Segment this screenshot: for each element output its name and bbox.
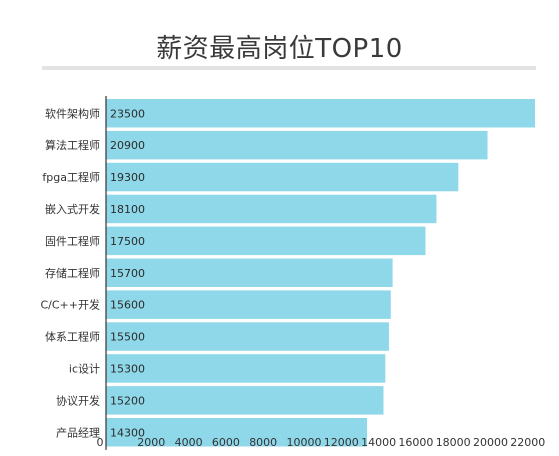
- category-label: 存储工程师: [45, 266, 100, 280]
- bar: [106, 290, 391, 319]
- bar: [106, 386, 384, 415]
- category-label: 算法工程师: [45, 138, 100, 152]
- x-tick-label: 0: [97, 436, 104, 449]
- bar-value-label: 20900: [110, 139, 145, 152]
- bar-value-label: 15500: [110, 331, 145, 344]
- bar-value-label: 15200: [110, 394, 145, 407]
- category-label: 固件工程师: [45, 235, 100, 248]
- x-tick-label: 16000: [398, 436, 433, 449]
- category-label: 体系工程师: [45, 330, 100, 344]
- category-label: C/C++开发: [40, 298, 100, 312]
- bar-value-label: 15700: [110, 267, 145, 280]
- bar: [106, 354, 386, 383]
- x-tick-label: 12000: [324, 436, 359, 449]
- x-tick-label: 10000: [287, 436, 322, 449]
- category-label: fpga工程师: [42, 171, 100, 184]
- x-tick-label: 4000: [175, 436, 203, 449]
- category-label: 嵌入式开发: [45, 202, 100, 216]
- bar-value-label: 19300: [110, 171, 145, 184]
- bar: [106, 226, 426, 256]
- x-tick-label: 2000: [137, 436, 165, 449]
- category-label: 软件架构师: [45, 106, 100, 120]
- x-tick-label: 14000: [361, 436, 396, 449]
- bar: [106, 322, 389, 351]
- x-tick-label: 18000: [436, 436, 471, 449]
- bar-value-label: 17500: [110, 235, 145, 248]
- x-tick-label: 22000: [510, 436, 545, 449]
- category-label: ic设计: [69, 362, 100, 375]
- category-label: 协议开发: [56, 393, 100, 407]
- x-tick-label: 20000: [473, 436, 508, 449]
- x-tick-label: 6000: [212, 436, 240, 449]
- bar: [106, 418, 368, 447]
- bar: [106, 99, 535, 128]
- bar: [106, 194, 437, 224]
- title-divider: [42, 66, 536, 70]
- chart-title: 薪资最高岗位TOP10: [156, 34, 403, 64]
- bar: [106, 130, 488, 160]
- bar-value-label: 15600: [110, 299, 145, 312]
- category-label: 产品经理: [56, 425, 100, 439]
- bar-value-label: 23500: [110, 107, 145, 120]
- bar: [106, 258, 393, 287]
- x-tick-label: 8000: [249, 436, 277, 449]
- bar: [106, 162, 459, 192]
- bar-value-label: 15300: [110, 362, 145, 375]
- bar-value-label: 14300: [110, 426, 145, 439]
- bar-value-label: 18100: [110, 203, 145, 216]
